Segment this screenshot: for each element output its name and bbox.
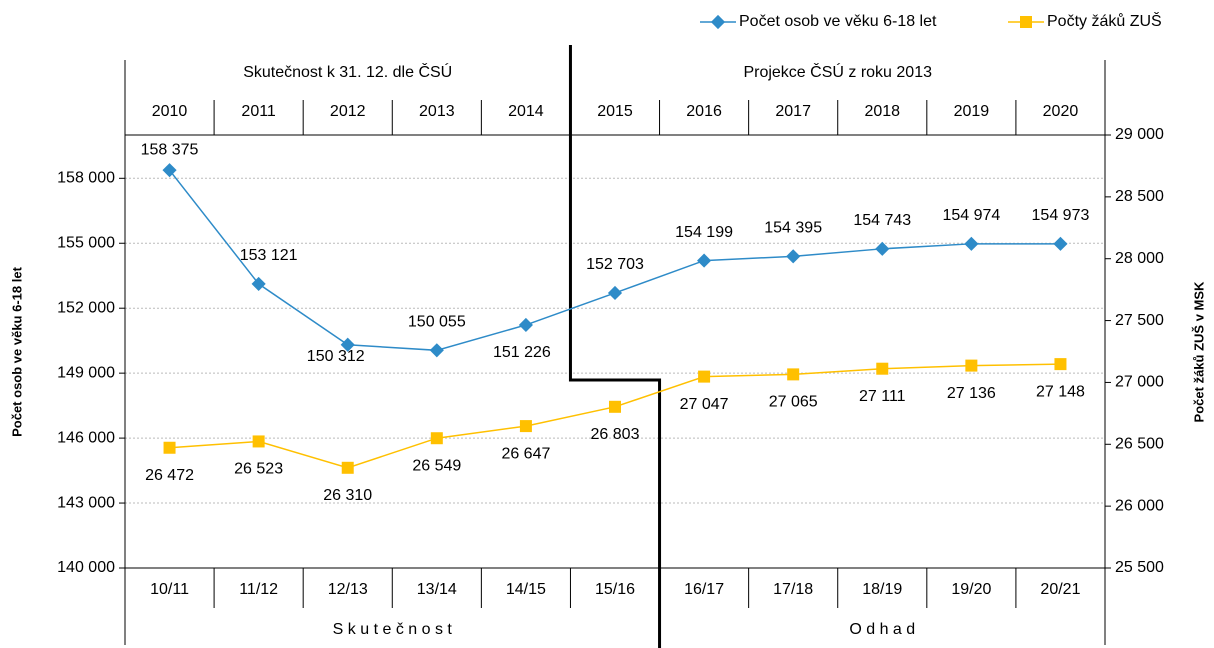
data-label: 27 065 (769, 394, 818, 411)
x-tick-label: 2016 (686, 103, 722, 120)
x-tick-label: 2017 (775, 103, 811, 120)
y2-tick-label: 28 500 (1115, 188, 1164, 205)
marker (518, 317, 533, 333)
marker (698, 370, 711, 383)
marker (163, 441, 176, 454)
data-label: 153 121 (240, 247, 298, 264)
group-label: O d h a d (849, 621, 915, 638)
x-tick-label: 2018 (864, 103, 900, 120)
data-label: 27 148 (1036, 383, 1085, 400)
x-tick-label: 16/17 (684, 581, 724, 598)
y2-tick-label: 28 000 (1115, 250, 1164, 267)
data-label: 154 743 (853, 212, 911, 229)
x-tick-label: 2012 (330, 103, 366, 120)
data-label: 150 312 (307, 348, 365, 365)
marker (607, 285, 623, 301)
group-label: Skutečnost k 31. 12. dle ČSÚ (243, 62, 452, 81)
data-label: 27 047 (680, 396, 729, 413)
y2-tick-label: 26 000 (1115, 497, 1164, 514)
x-tick-label: 18/19 (862, 581, 902, 598)
marker (786, 249, 801, 264)
x-tick-label: 14/15 (506, 581, 546, 598)
marker (1053, 236, 1068, 251)
y-tick-label: 149 000 (57, 364, 115, 381)
x-tick-label: 20/21 (1040, 581, 1080, 598)
marker (429, 343, 444, 358)
marker (1054, 358, 1067, 371)
legend-label: Počet osob ve věku 6-18 let (739, 13, 937, 30)
y-tick-label: 140 000 (57, 559, 115, 576)
legend-marker (1020, 16, 1032, 28)
legend-label: Počty žáků ZUŠ (1047, 11, 1162, 30)
marker (697, 253, 712, 268)
y2-axis-title: Počet žáků ZUŠ v MSK (1191, 281, 1206, 422)
data-label: 26 803 (591, 426, 640, 443)
x-tick-label: 2019 (954, 103, 990, 120)
data-label: 151 226 (493, 344, 551, 361)
marker (965, 359, 978, 372)
data-label: 26 647 (501, 445, 550, 462)
data-label: 26 549 (412, 457, 461, 474)
marker (787, 368, 800, 381)
data-label: 158 375 (141, 141, 199, 158)
y2-tick-label: 25 500 (1115, 559, 1164, 576)
data-label: 150 055 (408, 314, 466, 331)
marker (609, 400, 621, 413)
x-tick-label: 10/11 (150, 581, 189, 598)
y-tick-label: 143 000 (57, 494, 115, 511)
group-label: S k u t e č n o s t (333, 621, 453, 638)
marker (876, 362, 889, 375)
data-label: 27 136 (947, 385, 996, 402)
x-tick-label: 2010 (152, 103, 188, 120)
x-tick-label: 2014 (508, 103, 544, 120)
marker (519, 420, 532, 433)
data-label: 26 523 (234, 461, 283, 478)
y2-tick-label: 29 000 (1115, 126, 1164, 143)
x-tick-label: 17/18 (773, 581, 813, 598)
x-tick-label: 12/13 (328, 581, 368, 598)
y-tick-label: 152 000 (57, 299, 115, 316)
marker (252, 435, 265, 448)
y-axis-title: Počet osob ve věku 6-18 let (9, 266, 24, 436)
marker (875, 241, 890, 256)
data-label: 27 111 (859, 388, 906, 405)
legend-marker (710, 14, 726, 30)
data-label: 154 973 (1032, 207, 1090, 224)
period-divider (568, 45, 662, 648)
y-tick-label: 155 000 (57, 234, 115, 251)
marker (341, 461, 354, 474)
data-label: 154 199 (675, 224, 733, 241)
data-label: 154 395 (764, 220, 822, 237)
x-tick-label: 15/16 (595, 581, 635, 598)
y-tick-label: 158 000 (57, 170, 115, 187)
data-label: 26 472 (145, 467, 194, 484)
y2-tick-label: 27 000 (1115, 374, 1164, 391)
marker (340, 337, 355, 352)
x-tick-label: 2013 (419, 103, 455, 120)
y2-tick-label: 27 500 (1115, 312, 1164, 329)
marker (251, 276, 266, 292)
x-tick-label: 13/14 (417, 581, 457, 598)
data-label: 26 310 (323, 487, 372, 504)
data-label: 154 974 (942, 207, 1000, 224)
marker (430, 432, 443, 445)
group-label: Projekce ČSÚ z roku 2013 (743, 62, 932, 81)
data-label: 152 703 (586, 256, 644, 273)
x-tick-label: 2015 (597, 103, 633, 120)
x-tick-label: 2011 (241, 103, 276, 120)
y2-tick-label: 26 500 (1115, 436, 1164, 453)
marker (162, 163, 177, 178)
y-tick-label: 146 000 (57, 429, 115, 446)
x-tick-label: 19/20 (951, 581, 991, 598)
x-tick-label: 2020 (1043, 103, 1079, 120)
x-tick-label: 11/12 (239, 581, 278, 598)
marker (964, 236, 979, 251)
